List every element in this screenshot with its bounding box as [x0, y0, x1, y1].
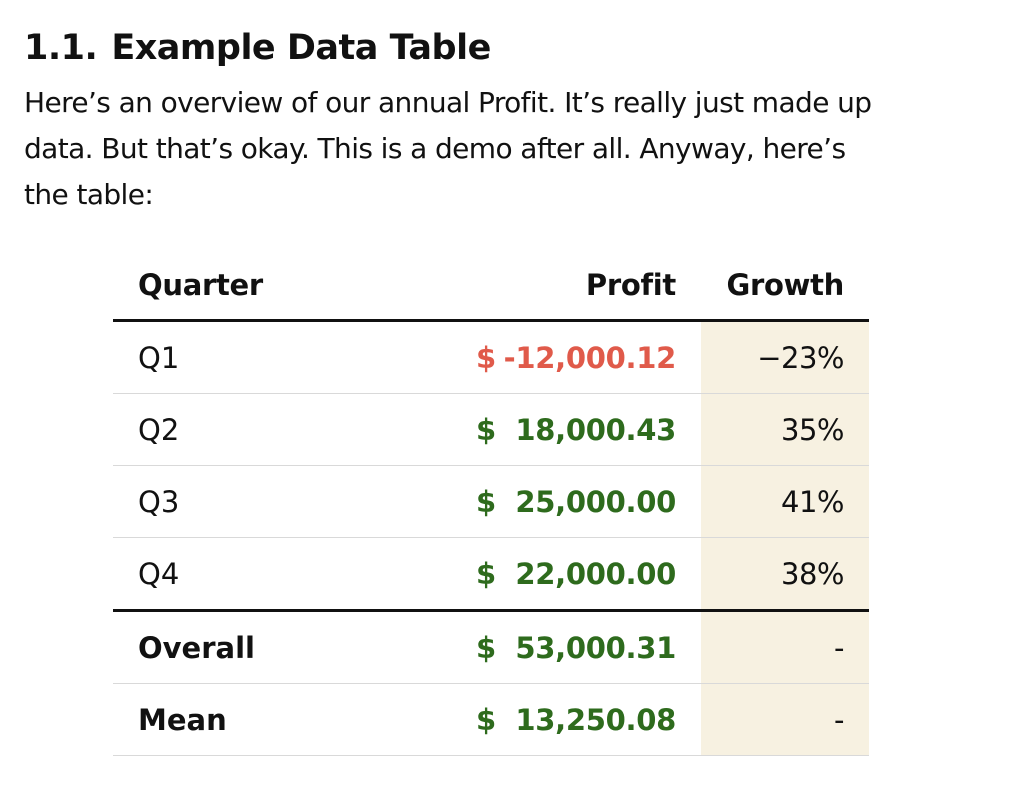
currency-symbol: $: [476, 702, 496, 737]
column-header-profit: Profit: [451, 250, 701, 322]
profit-cell: $ -12,000.12: [451, 320, 701, 394]
column-header-quarter: Quarter: [113, 250, 451, 322]
profit-value: 18,000.43: [515, 412, 676, 447]
quarter-cell: Q3: [113, 465, 451, 538]
growth-cell: -: [701, 683, 869, 756]
profit-value: 13,250.08: [515, 702, 676, 737]
summary-row-mean: Mean $13,250.08 -: [113, 683, 869, 756]
profit-value: -12,000.12: [503, 340, 677, 375]
section-title: Example Data Table: [111, 28, 491, 68]
profit-cell: $25,000.00: [451, 465, 701, 538]
growth-cell: 38%: [701, 537, 869, 612]
profit-value: 53,000.31: [515, 630, 676, 665]
summary-row-overall: Overall $53,000.31 -: [113, 610, 869, 684]
currency-symbol: $: [476, 484, 496, 519]
intro-line: data. But that’s okay. This is a demo af…: [24, 132, 846, 165]
growth-cell: 35%: [701, 393, 869, 466]
currency-symbol: $: [476, 630, 496, 665]
profit-table-container: Quarter Profit Growth Q1 $ -12,000.12 −23…: [113, 250, 869, 756]
quarter-cell: Q4: [113, 537, 451, 612]
currency-symbol: $: [476, 556, 496, 591]
intro-line: Here’s an overview of our annual Profit.…: [24, 86, 872, 119]
table-header-row: Quarter Profit Growth: [113, 250, 869, 322]
profit-table: Quarter Profit Growth Q1 $ -12,000.12 −23…: [113, 250, 869, 756]
intro-line: the table:: [24, 178, 154, 211]
growth-cell: 41%: [701, 465, 869, 538]
column-header-growth: Growth: [701, 250, 869, 322]
table-row: Q2 $18,000.43 35%: [113, 393, 869, 466]
table-row: Q1 $ -12,000.12 −23%: [113, 320, 869, 394]
currency-symbol: $: [476, 340, 496, 375]
section-heading: 1.1. Example Data Table: [24, 26, 491, 70]
growth-cell: −23%: [701, 320, 869, 394]
intro-paragraph: Here’s an overview of our annual Profit.…: [24, 80, 984, 218]
profit-cell: $18,000.43: [451, 393, 701, 466]
profit-cell: $22,000.00: [451, 537, 701, 612]
table-row: Q3 $25,000.00 41%: [113, 465, 869, 538]
section-number: 1.1.: [24, 28, 98, 68]
summary-label: Overall: [113, 610, 451, 684]
currency-symbol: $: [476, 412, 496, 447]
profit-cell: $53,000.31: [451, 610, 701, 684]
table-row: Q4 $22,000.00 38%: [113, 537, 869, 612]
growth-cell: -: [701, 610, 869, 684]
quarter-cell: Q1: [113, 320, 451, 394]
profit-value: 22,000.00: [515, 556, 676, 591]
profit-value: 25,000.00: [515, 484, 676, 519]
quarter-cell: Q2: [113, 393, 451, 466]
profit-cell: $13,250.08: [451, 683, 701, 756]
summary-label: Mean: [113, 683, 451, 756]
